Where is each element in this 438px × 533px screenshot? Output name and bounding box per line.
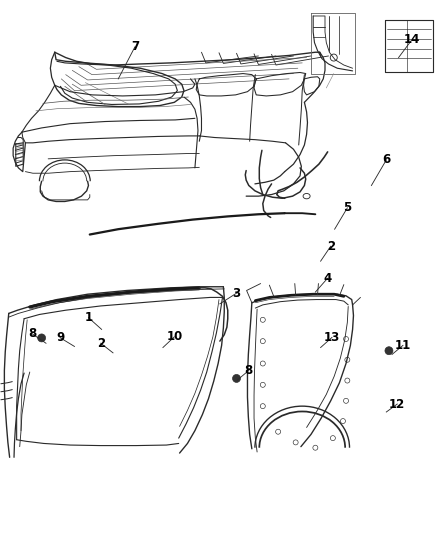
Text: 1: 1 xyxy=(85,311,92,324)
Text: 2: 2 xyxy=(327,240,335,253)
Text: 11: 11 xyxy=(395,339,411,352)
Text: 5: 5 xyxy=(343,201,351,214)
Text: 9: 9 xyxy=(57,332,64,344)
Circle shape xyxy=(385,346,393,355)
Text: 7: 7 xyxy=(131,41,139,53)
Text: 12: 12 xyxy=(389,398,406,410)
Circle shape xyxy=(233,374,240,383)
Text: 3: 3 xyxy=(233,287,240,300)
Text: 2: 2 xyxy=(97,337,105,350)
Text: 14: 14 xyxy=(403,34,420,46)
Text: 8: 8 xyxy=(245,364,253,377)
Text: 13: 13 xyxy=(324,331,340,344)
Text: 6: 6 xyxy=(382,154,390,166)
Text: 4: 4 xyxy=(324,272,332,285)
Circle shape xyxy=(38,334,46,342)
Text: 10: 10 xyxy=(166,330,183,343)
Text: 8: 8 xyxy=(28,327,36,340)
